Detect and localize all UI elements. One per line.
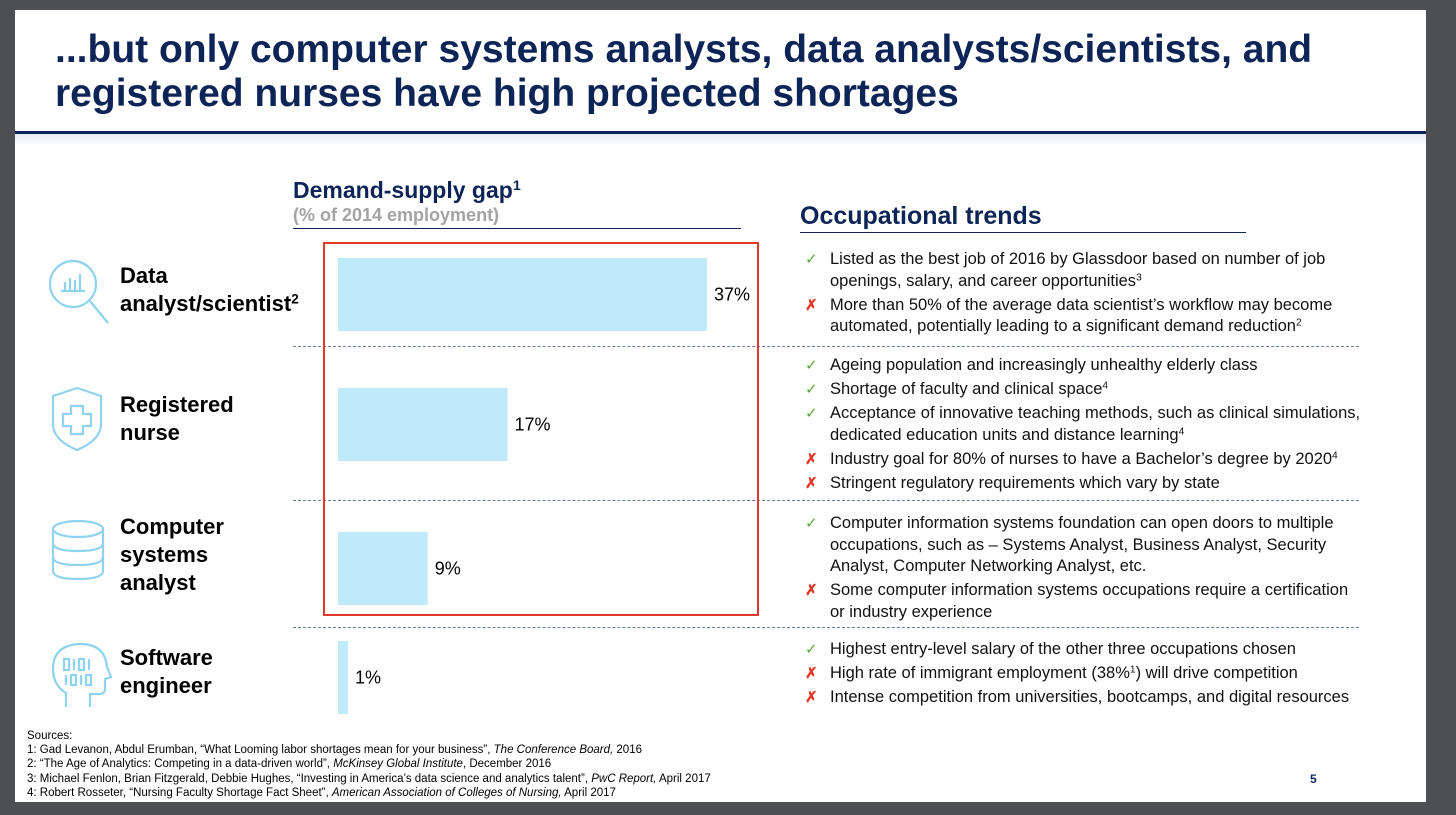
trend-group-computer-systems: ✓ Computer information systems foundation… [805, 513, 1365, 626]
source-item: 2: “The Age of Analytics: Competing in a… [27, 758, 552, 771]
row-divider [293, 627, 1359, 628]
row-label-data-analyst: Data analyst/scientist2 [120, 263, 299, 316]
check-icon: ✓ [805, 357, 818, 374]
check-icon: ✓ [805, 515, 818, 532]
trend-item: ✗ Stringent regulatory requirements which… [805, 473, 1365, 495]
row-label-registered-nurse: Registered nurse [120, 392, 234, 445]
cross-icon: ✗ [805, 665, 818, 682]
magnifier-chart-icon [48, 259, 109, 324]
source-item: 3: Michael Fenlon, Brian Fitzgerald, Deb… [27, 772, 711, 785]
trend-item: ✗ Some computer information systems occup… [805, 581, 1349, 621]
chart-title: Demand-supply gap1 [293, 177, 521, 203]
trend-item: ✓ Acceptance of innovative teaching metho… [805, 404, 1361, 444]
bar-value-label: 1% [355, 668, 381, 688]
row-label-software-engineer: Software engineer [120, 645, 213, 698]
row-divider [293, 500, 1359, 501]
trend-item: ✓ Ageing population and increasingly unhe… [805, 355, 1365, 377]
trend-item: ✓ Highest entry-level salary of the other… [805, 639, 1365, 661]
row-divider [293, 346, 1359, 347]
trends-header: Occupational trends [800, 200, 1246, 233]
title-rule [15, 131, 1426, 134]
sources-heading: Sources: [27, 730, 73, 742]
trend-item: ✗ High rate of immigrant employment (38%1… [805, 663, 1365, 685]
head-binary-icon [51, 642, 112, 707]
bar-1 [338, 258, 707, 331]
row-label-computer-systems-analyst: Computer systems analyst [120, 514, 224, 595]
check-icon: ✓ [805, 251, 818, 268]
chart-header: Demand-supply gap1 (% of 2014 employment… [293, 176, 741, 229]
cross-icon: ✗ [805, 582, 818, 599]
trend-item: ✗ Intense competition from universities, … [805, 687, 1365, 709]
title-shadow [15, 134, 1426, 146]
chart-subtitle: (% of 2014 employment) [293, 205, 500, 225]
bar-2 [338, 388, 508, 461]
source-item: 1: Gad Levanon, Abdul Erumban, “What Loo… [27, 744, 642, 757]
cross-icon: ✗ [805, 450, 818, 468]
trend-item: ✗ More than 50% of the average data scien… [805, 295, 1333, 336]
cross-icon: ✗ [805, 296, 818, 314]
bar-chart: 37% 17% 9% 1% [338, 258, 750, 714]
medical-shield-icon [51, 386, 103, 452]
trend-item: ✓ Listed as the best job of 2016 by Glass… [805, 250, 1326, 290]
trend-item: ✓ Computer information systems foundation… [805, 514, 1334, 575]
sources: Sources: 1: Gad Levanon, Abdul Erumban, … [27, 729, 711, 800]
trend-item: ✓ Shortage of faculty and clinical space4 [805, 379, 1365, 401]
check-icon: ✓ [805, 641, 818, 658]
trend-item: ✗ Industry goal for 80% of nurses to have… [805, 449, 1365, 471]
check-icon: ✓ [805, 381, 818, 398]
bar-value-label: 9% [435, 559, 461, 579]
bar-value-label: 17% [515, 415, 551, 435]
highlight-box [323, 242, 759, 616]
page-number: 5 [1310, 772, 1317, 786]
page-title: ...but only computer systems analysts, d… [55, 28, 1415, 116]
bar-value-label: 37% [714, 285, 750, 305]
trend-group-registered-nurse: ✓ Ageing population and increasingly unhe… [805, 355, 1365, 497]
trend-group-data-analyst: ✓ Listed as the best job of 2016 by Glass… [805, 249, 1365, 340]
database-icon [51, 519, 105, 581]
bar-4 [338, 641, 348, 714]
title-line-2: registered nurses have high projected sh… [55, 72, 959, 115]
trend-group-software-engineer: ✓ Highest entry-level salary of the other… [805, 639, 1365, 711]
source-item: 4: Robert Rosseter, “Nursing Faculty Sho… [27, 786, 616, 799]
cross-icon: ✗ [805, 474, 818, 492]
bar-3 [338, 532, 428, 605]
title-line-1: ...but only computer systems analysts, d… [55, 28, 1313, 71]
slide: ...but only computer systems analysts, d… [15, 10, 1426, 802]
cross-icon: ✗ [805, 689, 818, 706]
check-icon: ✓ [805, 405, 818, 422]
